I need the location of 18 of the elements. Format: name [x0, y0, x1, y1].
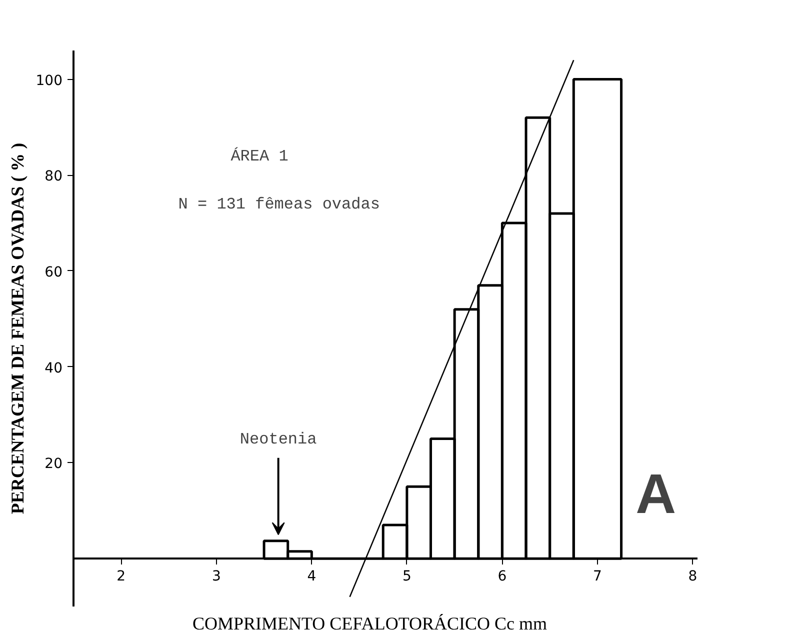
- y-tick-label: 60: [44, 264, 63, 280]
- x-tick-label: 5: [402, 568, 412, 585]
- x-axis-title: COMPRIMENTO CEFALOTORÁCICO Cc mm: [192, 614, 548, 634]
- y-tick-label: 40: [44, 360, 63, 376]
- y-tick-label: 20: [44, 456, 63, 472]
- x-tick-label: 2: [116, 568, 126, 585]
- y-tick-label: 80: [44, 168, 63, 185]
- x-tick-label: 7: [593, 568, 602, 585]
- x-tick-label: 8: [688, 568, 698, 585]
- y-axis-title: PERCENTAGEM DE FEMEAS OVADAS ( % ): [8, 142, 28, 514]
- x-tick-label: 4: [307, 568, 316, 585]
- x-tick-label: 3: [212, 568, 221, 585]
- y-tick-label: 100: [36, 72, 63, 89]
- annotation: Neotenia: [240, 430, 318, 448]
- annotation: N = 131 fêmeas ovadas: [178, 195, 380, 214]
- annotation: A: [636, 462, 676, 526]
- x-tick-label: 6: [498, 568, 507, 585]
- annotation: ÁREA 1: [230, 146, 288, 166]
